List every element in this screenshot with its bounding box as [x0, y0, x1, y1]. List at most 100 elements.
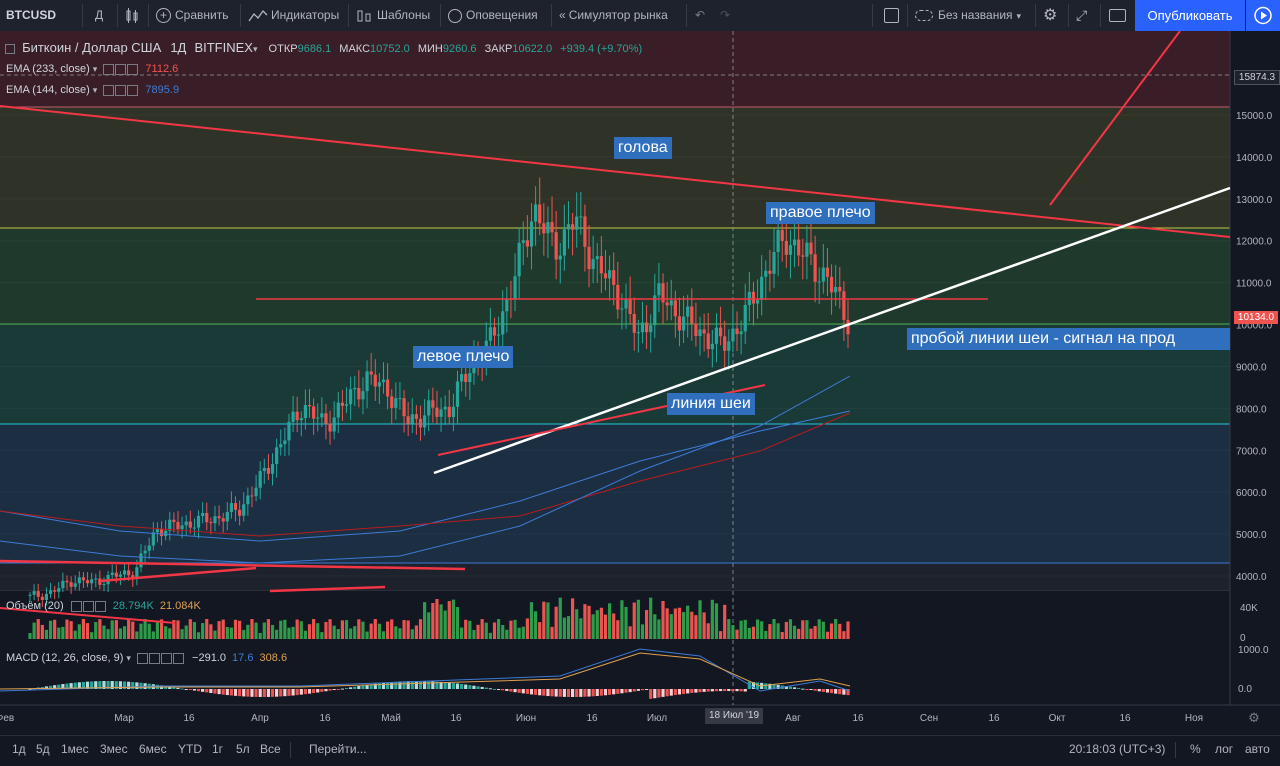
- chart-canvas[interactable]: 15000.0 14000.0 13000.0 12000.0 11000.0 10000…: [0, 31, 1280, 735]
- eye-icon[interactable]: [70, 600, 82, 612]
- macd-histogram-bar: [846, 689, 850, 696]
- templates-button[interactable]: Шаблоны: [356, 0, 430, 31]
- indicators-button[interactable]: Индикаторы: [248, 0, 339, 31]
- fullscreen-square-icon[interactable]: [884, 0, 899, 31]
- candle-body: [677, 316, 682, 331]
- expand-icon[interactable]: ⤢: [1076, 7, 1088, 23]
- chevron-down-icon: ▾: [1016, 11, 1022, 21]
- range-ytd[interactable]: YTD: [178, 742, 202, 756]
- redo-icon[interactable]: ↷: [720, 8, 731, 22]
- candle-body: [488, 327, 492, 341]
- volume-bar: [455, 607, 460, 639]
- volume-legend[interactable]: Объём (20) 28.794K 21.084K: [6, 600, 201, 612]
- close-icon[interactable]: [94, 600, 106, 612]
- volume-bar: [279, 620, 283, 639]
- ema-144-legend[interactable]: EMA (144, close) ▾ 7895.9: [6, 84, 179, 96]
- compare-button[interactable]: + Сравнить: [156, 0, 228, 31]
- publish-button[interactable]: Опубликовать: [1135, 0, 1245, 31]
- volume-bar: [94, 622, 98, 639]
- macd-histogram-bar: [90, 681, 94, 689]
- range-1y[interactable]: 1г: [212, 742, 224, 756]
- volume-axis-label: 0: [1240, 633, 1246, 644]
- range-6m[interactable]: 6мес: [139, 742, 167, 756]
- eye-icon[interactable]: [103, 84, 115, 96]
- volume-bar: [681, 612, 686, 639]
- alerts-button[interactable]: Оповещения: [448, 0, 538, 31]
- close-icon[interactable]: [172, 652, 184, 664]
- divider: [440, 4, 441, 27]
- macd-histogram-bar: [842, 689, 846, 695]
- candle-body: [706, 333, 710, 350]
- candle-body: [110, 572, 114, 575]
- range-5d[interactable]: 5д: [36, 742, 50, 756]
- settings-icon[interactable]: [148, 652, 160, 664]
- play-icon[interactable]: [1246, 0, 1280, 31]
- eye-icon[interactable]: [103, 63, 115, 75]
- annotation-right-shoulder[interactable]: правое плечо: [766, 202, 875, 224]
- candle-body: [739, 331, 743, 335]
- chart-type-icon[interactable]: [125, 0, 139, 31]
- volume-bar: [624, 606, 628, 639]
- volume-bar: [361, 621, 365, 639]
- macd-value-3: 308.6: [259, 652, 288, 664]
- candle-body: [821, 267, 825, 282]
- chart-area[interactable]: 15000.0 14000.0 13000.0 12000.0 11000.0 10000…: [0, 31, 1280, 735]
- settings-icon[interactable]: [82, 600, 94, 612]
- undo-icon[interactable]: ↶: [695, 8, 706, 22]
- layout-name-button[interactable]: Без названия ▾: [915, 0, 1021, 31]
- interval-button[interactable]: Д: [95, 8, 104, 22]
- candle-body: [188, 521, 192, 528]
- lock-icon[interactable]: [160, 652, 172, 664]
- macd-histogram-bar: [792, 687, 797, 689]
- annotation-head[interactable]: голова: [614, 137, 672, 159]
- macd-histogram-bar: [714, 689, 719, 692]
- macd-histogram-bar: [542, 689, 546, 696]
- open-label: ОТКР: [268, 43, 298, 55]
- collapse-icon[interactable]: [5, 44, 15, 55]
- range-1m[interactable]: 1мес: [61, 742, 89, 756]
- gear-icon[interactable]: ⚙: [1043, 7, 1058, 24]
- annotation-breakout[interactable]: пробой линии шеи - сигнал на прод: [907, 328, 1230, 350]
- volume-bar: [110, 620, 114, 639]
- symbol-search[interactable]: BTCUSD: [6, 8, 56, 22]
- candle-body: [316, 417, 320, 419]
- macd-histogram-bar: [238, 689, 242, 697]
- chevron-down-icon[interactable]: ▾: [252, 44, 258, 54]
- volume-bar: [776, 623, 780, 639]
- percent-toggle[interactable]: %: [1190, 742, 1201, 756]
- candle-body: [28, 594, 32, 596]
- volume-bar: [492, 622, 497, 639]
- range-5y[interactable]: 5л: [236, 742, 250, 756]
- settings-icon[interactable]: [115, 84, 127, 96]
- macd-legend[interactable]: MACD (12, 26, close, 9) ▾ −291.0 17.6 308…: [6, 652, 287, 664]
- goto-date-button[interactable]: Перейти...: [309, 742, 367, 756]
- macd-histogram-bar: [262, 689, 266, 697]
- camera-icon[interactable]: [1109, 0, 1126, 31]
- volume-bar: [591, 614, 595, 639]
- annotation-left-shoulder[interactable]: левое плечо: [413, 346, 514, 368]
- annotation-neckline[interactable]: линия шеи: [667, 393, 755, 415]
- candle-body: [501, 311, 505, 335]
- range-all[interactable]: Все: [260, 742, 281, 756]
- close-icon[interactable]: [127, 63, 139, 75]
- eye-icon[interactable]: [136, 652, 148, 664]
- clock-time[interactable]: 20:18:03 (UTC+3): [1069, 742, 1166, 756]
- ema-233-legend[interactable]: EMA (233, close) ▾ 7112.6: [6, 63, 178, 75]
- auto-toggle[interactable]: авто: [1245, 742, 1270, 756]
- time-axis-label: 16: [450, 713, 462, 724]
- range-3m[interactable]: 3мес: [100, 742, 128, 756]
- range-1d[interactable]: 1д: [12, 742, 26, 756]
- candle-body: [686, 306, 690, 317]
- log-toggle[interactable]: лог: [1215, 742, 1234, 756]
- macd-histogram-bar: [677, 689, 682, 695]
- candle-body: [61, 580, 65, 589]
- candle-body: [546, 222, 550, 234]
- close-icon[interactable]: [127, 84, 139, 96]
- volume-bar: [661, 600, 665, 639]
- macd-histogram-bar: [418, 681, 423, 689]
- macd-histogram-bar: [414, 681, 418, 689]
- settings-icon[interactable]: [115, 63, 127, 75]
- macd-histogram-bar: [316, 689, 320, 693]
- bar-replay-button[interactable]: «Симулятор рынка: [559, 0, 668, 31]
- candle-body: [505, 298, 509, 312]
